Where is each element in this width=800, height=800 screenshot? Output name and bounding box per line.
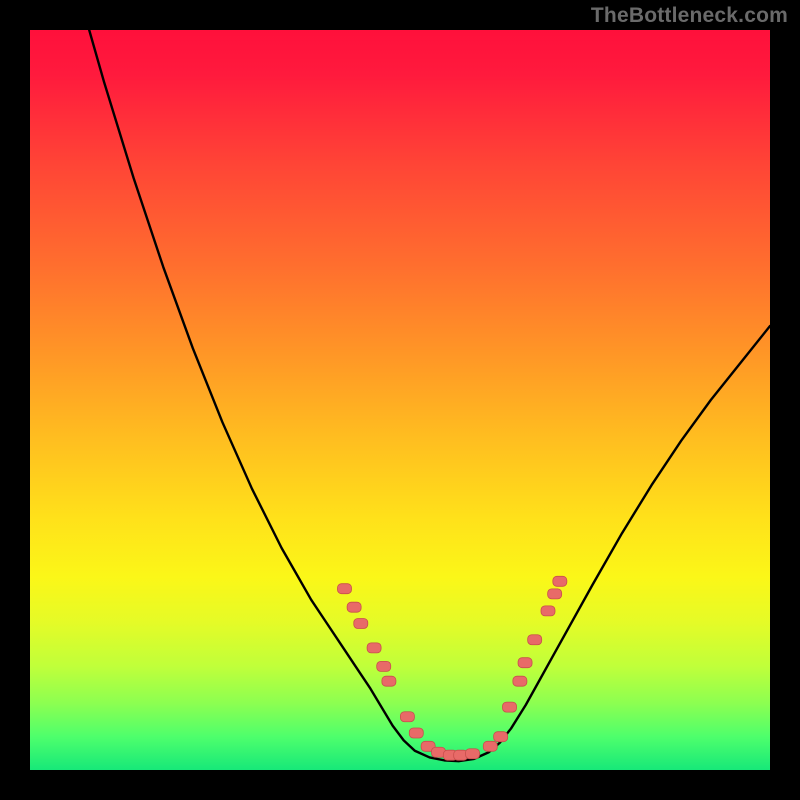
data-marker (347, 602, 361, 612)
data-marker (338, 584, 352, 594)
data-marker (382, 676, 396, 686)
watermark-text: TheBottleneck.com (591, 4, 788, 28)
data-marker (513, 676, 527, 686)
data-marker (483, 741, 497, 751)
data-marker (503, 702, 517, 712)
plot-area (30, 30, 770, 770)
data-marker (548, 589, 562, 599)
data-marker (494, 732, 508, 742)
data-markers (338, 576, 567, 760)
chart-overlay (30, 30, 770, 770)
data-marker (541, 606, 555, 616)
data-marker (528, 635, 542, 645)
data-marker (354, 618, 368, 628)
bottleneck-curve (89, 30, 770, 761)
data-marker (518, 658, 532, 668)
chart-container: TheBottleneck.com (0, 0, 800, 800)
data-marker (400, 712, 414, 722)
data-marker (553, 576, 567, 586)
data-marker (409, 728, 423, 738)
data-marker (377, 661, 391, 671)
data-marker (466, 749, 480, 759)
data-marker (367, 643, 381, 653)
